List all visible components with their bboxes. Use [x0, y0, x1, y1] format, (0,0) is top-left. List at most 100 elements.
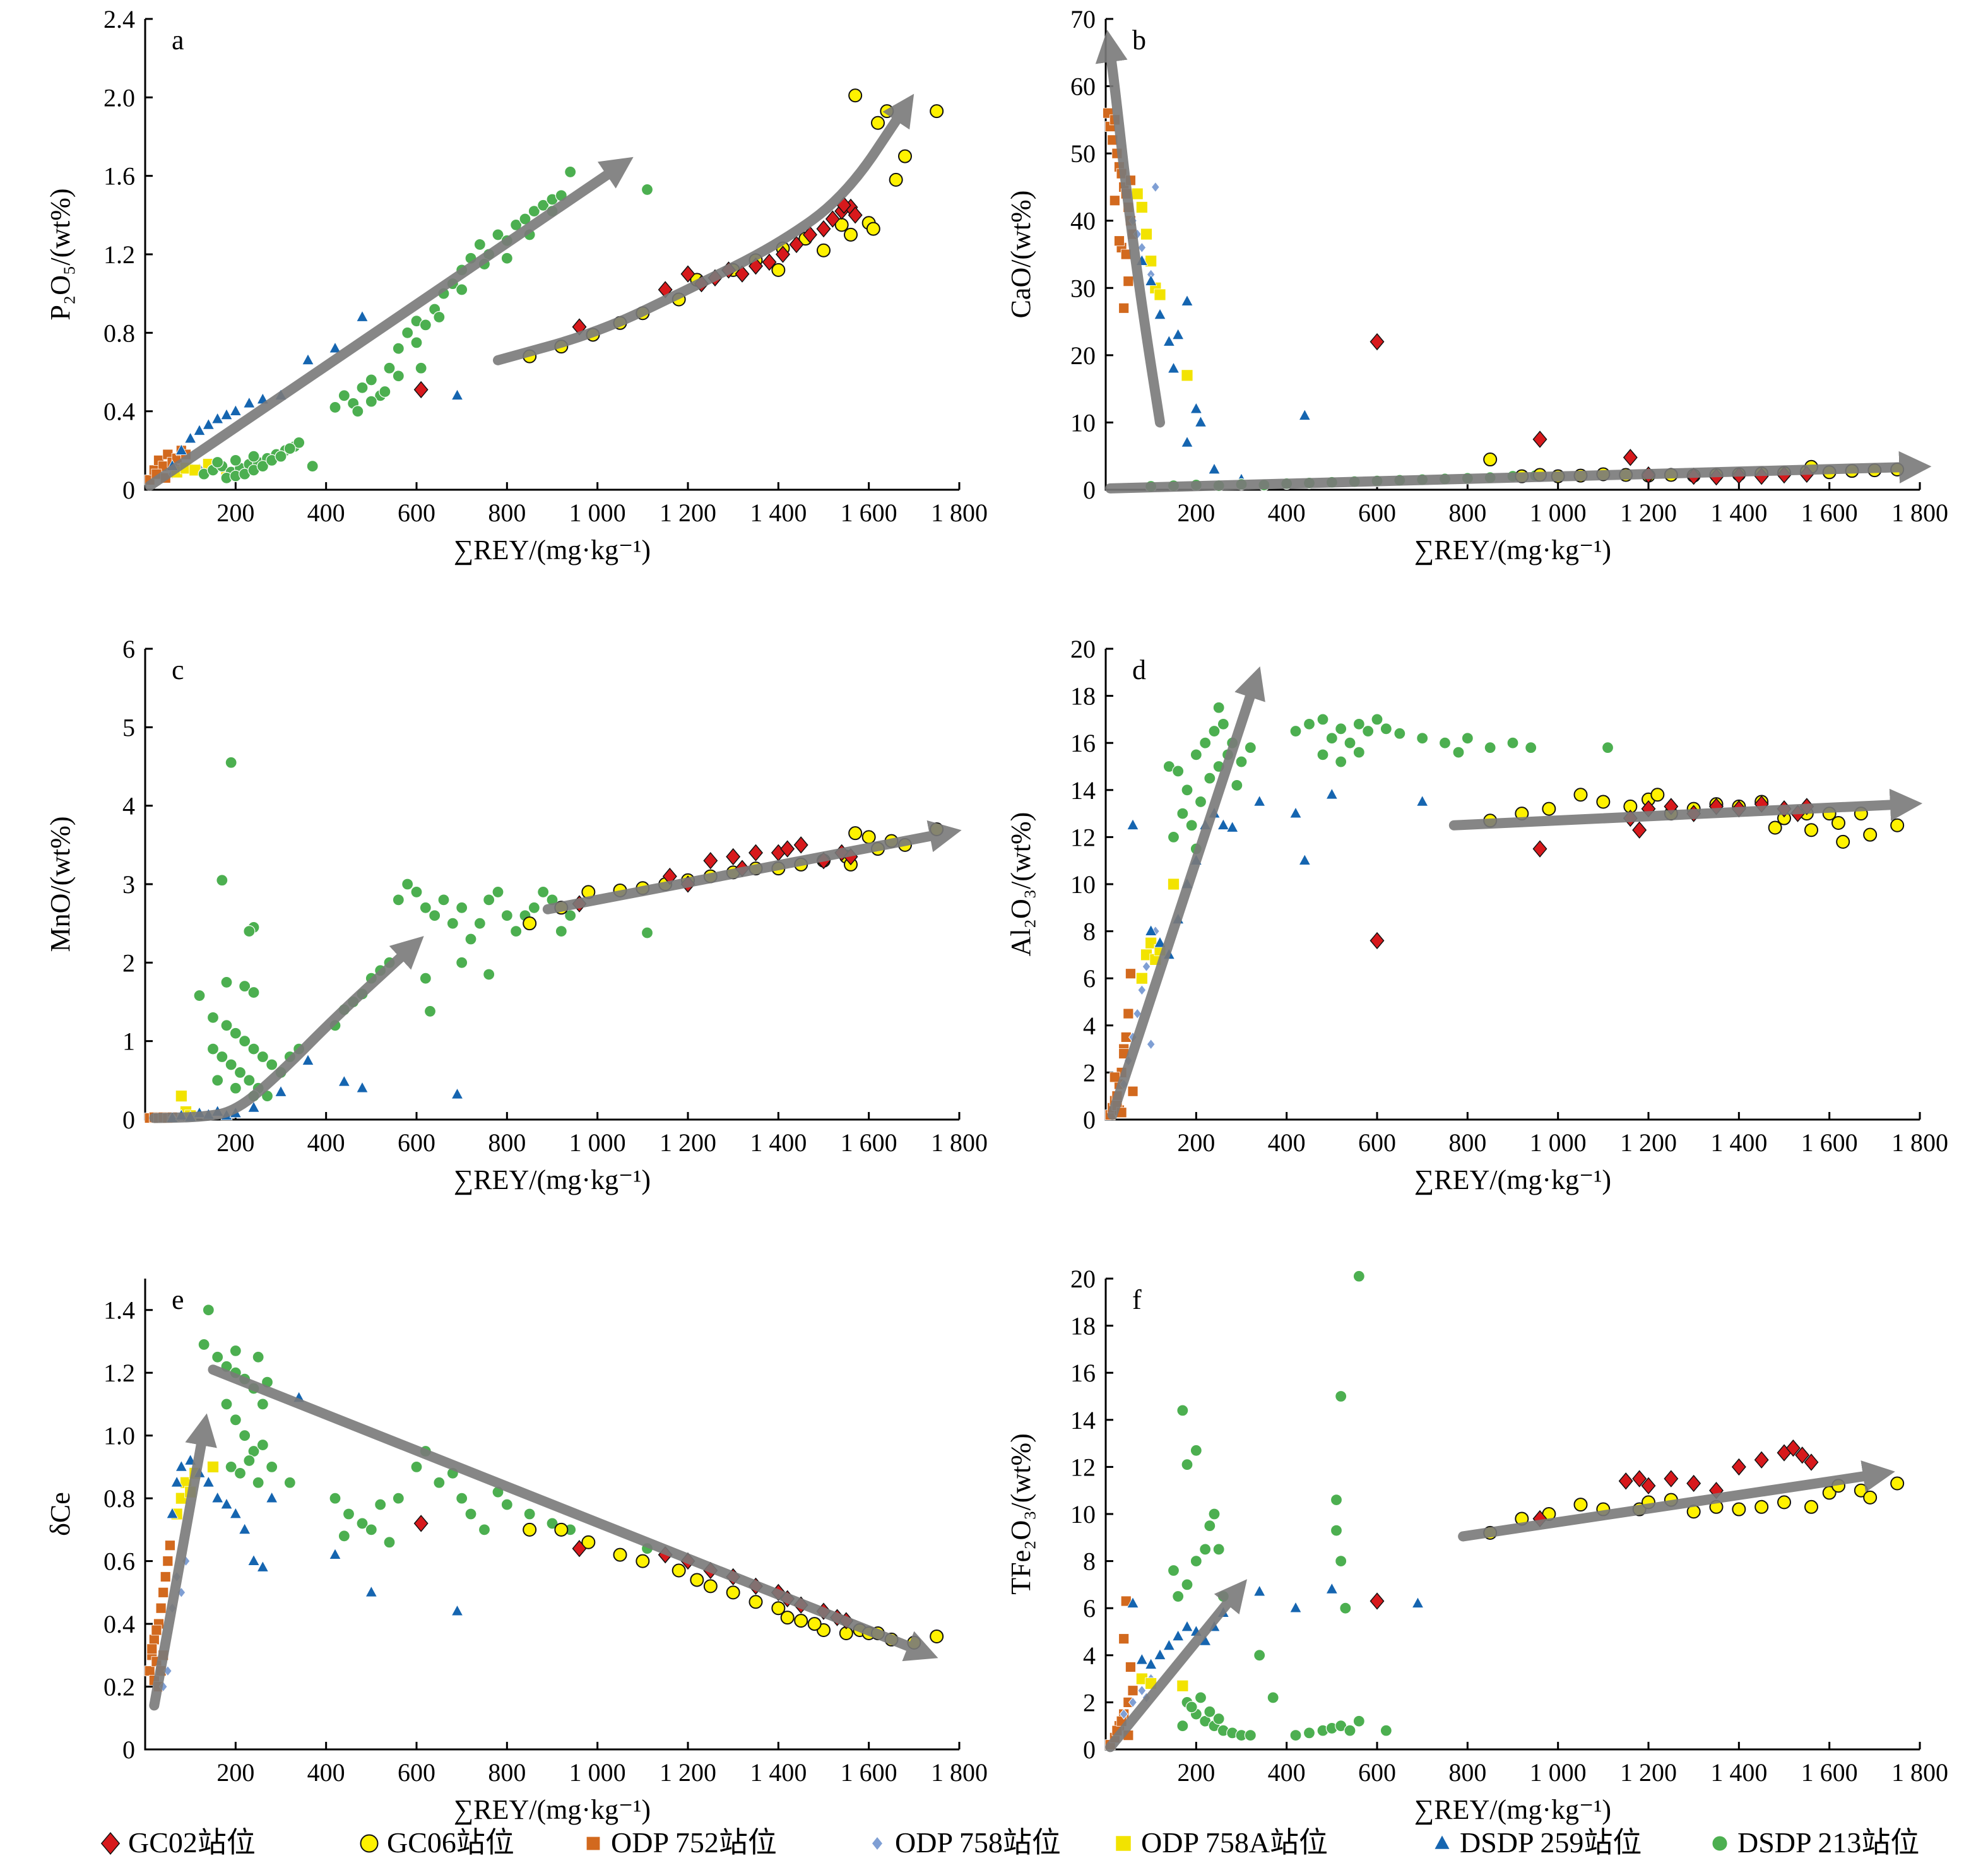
legend-item-odp752: ODP 752站位 [586, 1826, 777, 1859]
data-point-dsdp213 [1380, 723, 1392, 735]
x-tick-label: 1 000 [569, 1758, 626, 1787]
data-point-dsdp213 [1352, 746, 1365, 759]
data-point-dsdp213 [1185, 1701, 1198, 1713]
data-point-dsdp259 [238, 1523, 251, 1535]
data-point-gc02 [1532, 840, 1547, 858]
axes-frame [144, 19, 959, 491]
data-point-dsdp213 [1380, 1724, 1392, 1737]
x-tick-label: 800 [488, 1758, 526, 1787]
data-point-dsdp259 [329, 341, 341, 353]
data-point-odp758 [1119, 1708, 1128, 1720]
data-point-dsdp213 [365, 395, 377, 408]
x-tick-label: 600 [1358, 1758, 1396, 1787]
y-tick-label: 6 [1083, 964, 1096, 993]
x-tick-label: 1 800 [1891, 1758, 1948, 1787]
y-axis-label: δCe [45, 1492, 76, 1536]
data-point-dsdp213 [419, 319, 432, 331]
data-point-dsdp213 [283, 442, 296, 455]
x-tick-label: 1 600 [1801, 499, 1858, 527]
data-point-gc02 [1641, 1477, 1656, 1494]
y-tick-label: 4 [1083, 1641, 1096, 1670]
data-point-odp758 [1128, 1696, 1138, 1708]
data-point-dsdp213 [1185, 819, 1198, 832]
axes-frame [144, 1279, 959, 1751]
x-tick-label: 1 400 [750, 499, 807, 527]
legend-label: GC02站位 [128, 1826, 256, 1859]
data-point-dsdp213 [456, 901, 468, 914]
data-point-gc02 [1632, 821, 1647, 839]
data-point-dsdp213 [239, 980, 251, 993]
y-tick-label: 12 [1070, 823, 1096, 851]
data-point-dsdp213 [419, 901, 432, 914]
data-point-dsdp259 [229, 404, 242, 416]
data-point-dsdp213 [1416, 732, 1429, 745]
data-point-odp752 [1114, 235, 1125, 247]
data-point-dsdp213 [1181, 784, 1193, 796]
data-point-dsdp213 [1267, 1691, 1279, 1704]
panel-label: f [1132, 1284, 1142, 1315]
y-tick-label: 16 [1070, 1359, 1096, 1387]
data-point-dsdp213 [456, 283, 468, 296]
data-point-gc06 [848, 826, 863, 841]
y-tick-label: 0 [122, 1106, 135, 1134]
data-point-odp758 [1137, 1684, 1147, 1696]
data-point-dsdp213 [229, 1414, 242, 1426]
y-tick-label: 20 [1070, 635, 1096, 663]
y-tick-label: 1.6 [104, 162, 135, 191]
data-point-dsdp259 [1127, 819, 1139, 830]
panel-label: e [172, 1284, 184, 1315]
data-point-dsdp213 [247, 986, 260, 999]
data-point-dsdp213 [456, 1492, 468, 1505]
data-point-dsdp259 [1325, 1582, 1339, 1594]
data-point-dsdp213 [1253, 1649, 1266, 1662]
data-point-dsdp213 [365, 374, 377, 386]
x-tick-label: 200 [1177, 1758, 1215, 1787]
y-tick-label: 30 [1070, 274, 1096, 302]
data-point-dsdp213 [275, 450, 287, 463]
data-point-dsdp259 [175, 1460, 188, 1472]
data-point-gc02 [1754, 1451, 1769, 1469]
data-point-dsdp213 [433, 1476, 446, 1489]
data-point-dsdp213 [429, 909, 441, 922]
data-point-dsdp213 [1325, 732, 1338, 745]
data-point-dsdp213 [464, 933, 477, 945]
x-tick-label: 800 [488, 499, 526, 527]
legend-marker-dsdp213 [1712, 1835, 1728, 1852]
data-point-dsdp213 [374, 1498, 387, 1511]
data-point-dsdp213 [1506, 736, 1519, 749]
data-point-dsdp213 [329, 401, 341, 414]
y-tick-label: 70 [1070, 5, 1096, 33]
data-point-dsdp213 [229, 1344, 242, 1357]
data-point-dsdp213 [1330, 1524, 1343, 1537]
data-point-dsdp213 [564, 165, 577, 179]
panel-a: 200 400 600 800 1 000 1 200 1 400 1 600 1 800 0 0.… [45, 5, 988, 565]
data-point-dsdp213 [433, 311, 446, 324]
y-tick-label: 0.8 [104, 319, 135, 347]
data-point-gc02 [825, 210, 840, 228]
trend-arrow [493, 93, 914, 365]
data-point-gc06 [861, 830, 876, 844]
data-point-dsdp213 [225, 1058, 237, 1071]
data-point-gc02 [1664, 1470, 1679, 1488]
y-tick-label: 18 [1070, 682, 1096, 711]
data-point-dsdp213 [211, 1074, 224, 1087]
data-point-gc02 [748, 844, 763, 861]
data-point-dsdp213 [555, 925, 567, 938]
x-tick-label: 1 200 [1620, 1128, 1677, 1157]
data-point-dsdp213 [392, 894, 405, 906]
x-tick-label: 1 000 [1530, 1128, 1587, 1157]
data-point-gc06 [1890, 818, 1905, 832]
data-point-odp752 [151, 1624, 162, 1636]
data-point-dsdp213 [338, 389, 350, 402]
data-point-dsdp213 [473, 917, 486, 930]
data-point-dsdp213 [266, 1460, 278, 1473]
data-point-dsdp213 [1212, 701, 1225, 714]
data-point-dsdp213 [500, 252, 513, 264]
data-point-dsdp213 [1190, 1555, 1202, 1568]
panel-label: d [1132, 654, 1146, 685]
data-point-gc02 [848, 206, 863, 224]
data-point-dsdp213 [1194, 795, 1207, 808]
data-point-dsdp259 [451, 389, 464, 400]
data-point-dsdp213 [410, 1460, 423, 1473]
data-point-dsdp213 [537, 885, 550, 899]
